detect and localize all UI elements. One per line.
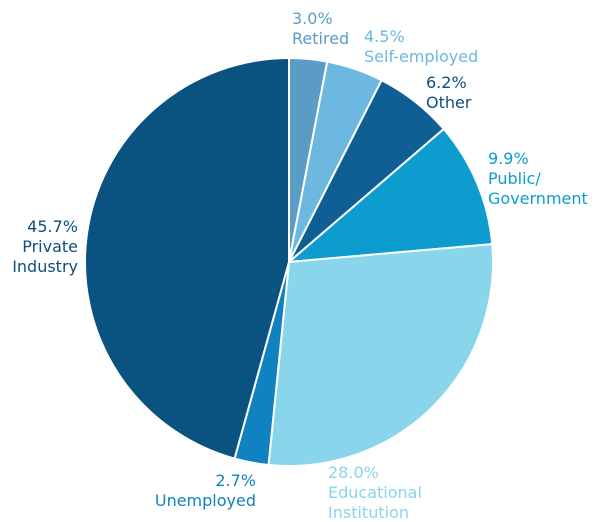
label-retired: 3.0% Retired xyxy=(292,9,349,48)
slice-educational-institution xyxy=(267,243,494,467)
label-self-employed: 4.5% Self-employed xyxy=(364,27,478,66)
label-retired-value: 3.0% xyxy=(292,9,333,28)
label-educational-institution-name: Educational xyxy=(328,483,422,502)
label-educational-institution: 28.0% Educational Institution xyxy=(328,463,422,522)
label-educational-institution-name: Institution xyxy=(328,503,409,522)
label-self-employed-name: Self-employed xyxy=(364,47,478,66)
label-unemployed: 2.7% Unemployed xyxy=(155,471,256,510)
label-other-name: Other xyxy=(426,93,472,112)
label-private-industry-name: Industry xyxy=(12,257,78,276)
label-retired-name: Retired xyxy=(292,29,349,48)
label-private-industry-name: Private xyxy=(22,237,78,256)
label-private-industry-value: 45.7% xyxy=(27,217,78,236)
label-other: 6.2% Other xyxy=(426,73,472,112)
label-public-government-name: Government xyxy=(488,189,588,208)
pie-slices xyxy=(84,56,494,467)
label-private-industry: 45.7% Private Industry xyxy=(12,217,78,276)
label-public-government-value: 9.9% xyxy=(488,149,529,168)
pie-labels: 3.0% Retired 4.5% Self-employed 6.2% Other 9.9… xyxy=(12,9,588,522)
slice-public-government xyxy=(288,128,494,263)
slice-private-industry xyxy=(84,57,290,460)
label-unemployed-value: 2.7% xyxy=(215,471,256,490)
label-self-employed-value: 4.5% xyxy=(364,27,405,46)
label-educational-institution-value: 28.0% xyxy=(328,463,379,482)
label-other-value: 6.2% xyxy=(426,73,467,92)
label-public-government: 9.9% Public/Government xyxy=(488,149,588,208)
label-public-government-name: Public/ xyxy=(488,169,541,188)
label-unemployed-name: Unemployed xyxy=(155,491,256,510)
